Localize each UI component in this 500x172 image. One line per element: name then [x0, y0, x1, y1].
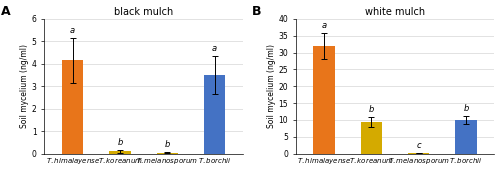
- Text: c: c: [416, 141, 421, 150]
- Bar: [361, 122, 382, 154]
- Bar: [156, 153, 178, 154]
- Text: A: A: [0, 5, 10, 18]
- Text: b: b: [368, 105, 374, 114]
- Bar: [314, 46, 334, 154]
- Text: a: a: [322, 21, 326, 30]
- Bar: [204, 75, 226, 154]
- Text: b: b: [118, 138, 122, 147]
- Bar: [62, 60, 84, 154]
- Bar: [408, 153, 430, 154]
- Text: a: a: [70, 26, 75, 35]
- Text: b: b: [164, 140, 170, 149]
- Text: B: B: [252, 5, 262, 18]
- Title: black mulch: black mulch: [114, 7, 174, 17]
- Bar: [110, 151, 130, 154]
- Bar: [456, 120, 476, 154]
- Text: a: a: [212, 44, 217, 53]
- Text: b: b: [464, 104, 468, 113]
- Y-axis label: Soil mycelium (ng/ml): Soil mycelium (ng/ml): [20, 44, 29, 128]
- Y-axis label: Soil mycelium (ng/ml): Soil mycelium (ng/ml): [266, 44, 276, 128]
- Title: white mulch: white mulch: [365, 7, 425, 17]
